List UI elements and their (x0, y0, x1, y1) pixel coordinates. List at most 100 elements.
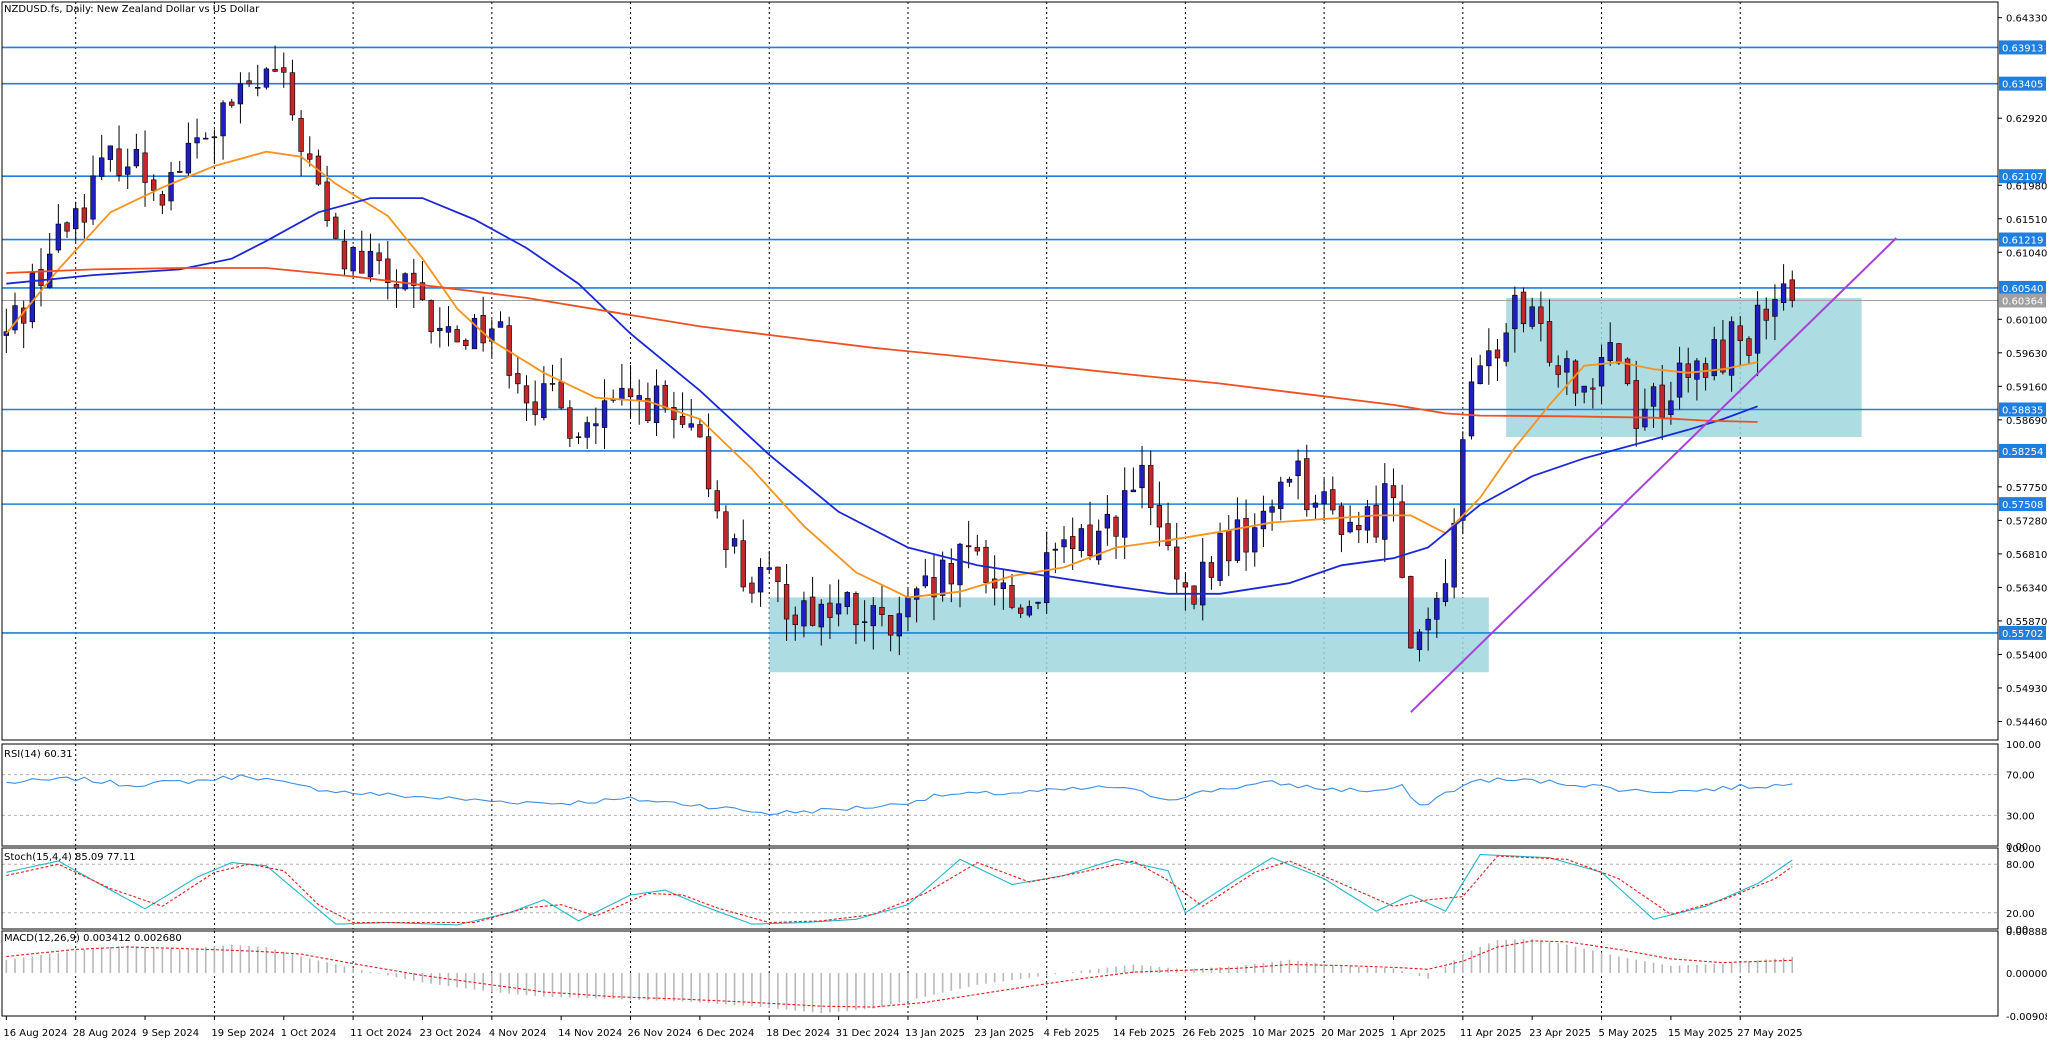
candle-body (203, 137, 209, 140)
candle (64, 221, 70, 238)
candle (1694, 358, 1700, 401)
y-tick-label: 0.61510 (2006, 215, 2047, 226)
moving-averages (5, 150, 1758, 599)
candle-body (1252, 527, 1258, 553)
x-tick-label: 14 Nov 2024 (558, 1028, 622, 1039)
candle (757, 558, 764, 607)
candle (575, 432, 582, 444)
candle-body (125, 166, 131, 175)
candle-body (1200, 561, 1206, 606)
x-tick-label: 18 Dec 2024 (766, 1028, 830, 1039)
candle (1061, 526, 1067, 563)
candle-body (1520, 291, 1527, 325)
candle-body (1720, 339, 1726, 373)
candle (541, 366, 547, 421)
y-tick-label: 0.55870 (2006, 617, 2047, 628)
candle (749, 576, 755, 603)
candle (168, 161, 174, 211)
candle-body (419, 282, 426, 300)
candle-body (341, 240, 348, 270)
candle-body (55, 223, 62, 251)
candle-body (1399, 501, 1405, 578)
candle (1035, 601, 1041, 610)
candle-body (705, 436, 712, 490)
candle-body (411, 272, 417, 286)
candle-body (333, 216, 339, 239)
candle (1217, 522, 1223, 586)
x-tick-label: 15 May 2025 (1668, 1028, 1733, 1039)
candle (151, 174, 157, 201)
candle (835, 579, 842, 627)
candle (532, 380, 538, 426)
candle-body (827, 602, 833, 618)
candle-body (497, 321, 504, 328)
candle-body (1477, 365, 1483, 385)
candle (1624, 357, 1631, 386)
candle-body (1321, 491, 1327, 505)
candle-body (801, 600, 807, 627)
candle-body (913, 588, 920, 600)
y-tick-label: 0.60100 (2006, 315, 2047, 326)
candle (1780, 264, 1787, 311)
x-tick-label: 1 Apr 2025 (1390, 1028, 1445, 1039)
candle-body (1468, 381, 1475, 437)
candle-body (1009, 585, 1015, 608)
candle (1347, 505, 1353, 534)
current-price-label-bg (1999, 293, 2046, 308)
candle-body (991, 578, 998, 589)
candle-body (584, 422, 590, 438)
candle (194, 118, 200, 159)
macd-tick-label: 0.008889 (2006, 927, 2047, 938)
candle-body (385, 258, 391, 284)
level-label: 0.55702 (2002, 629, 2043, 640)
x-tick-label: 11 Apr 2025 (1460, 1028, 1522, 1039)
candle-body (246, 80, 252, 85)
candle (1546, 299, 1553, 367)
candle (1208, 556, 1215, 590)
x-tick-label: 4 Feb 2025 (1044, 1028, 1100, 1039)
candle (740, 519, 746, 592)
candle-body (90, 175, 96, 220)
candle-body (939, 559, 946, 596)
candle (671, 391, 677, 439)
candle-body (1338, 505, 1345, 535)
candle (419, 261, 426, 301)
candle-body (1650, 386, 1657, 407)
candle (341, 229, 348, 275)
candle (185, 122, 192, 178)
candle (1512, 286, 1518, 353)
candle (393, 269, 400, 308)
candle-body (1694, 360, 1700, 380)
pane-frame-3 (1, 930, 1999, 1017)
stoch-tick-label: 20.00 (2006, 909, 2035, 920)
candle (896, 596, 902, 656)
candle-body (272, 69, 278, 72)
candle (1416, 629, 1423, 662)
candle-body (229, 101, 235, 106)
candle (1122, 467, 1128, 559)
candle-body (480, 315, 486, 344)
candle (289, 59, 296, 121)
stoch-tick-label: 100.00 (2006, 844, 2041, 855)
candle (775, 566, 781, 603)
candle (1754, 291, 1761, 377)
candle-body (1668, 400, 1674, 415)
level-label-bg-1 (1999, 76, 2046, 91)
candle (957, 542, 963, 608)
candle-body (1451, 523, 1457, 588)
x-tick-label: 20 Mar 2025 (1321, 1028, 1384, 1039)
candle (870, 597, 876, 650)
candle-body (1789, 279, 1795, 301)
candle-body (1754, 304, 1761, 354)
level-label-bg-2 (1999, 169, 2046, 184)
level-label-bg-7 (1999, 497, 2046, 512)
candle-body (1382, 483, 1388, 540)
candle-body (1356, 525, 1362, 531)
candle (1295, 449, 1301, 500)
trendline (1410, 237, 1897, 713)
candle (567, 400, 573, 448)
candle (385, 240, 391, 300)
candle (844, 591, 850, 615)
